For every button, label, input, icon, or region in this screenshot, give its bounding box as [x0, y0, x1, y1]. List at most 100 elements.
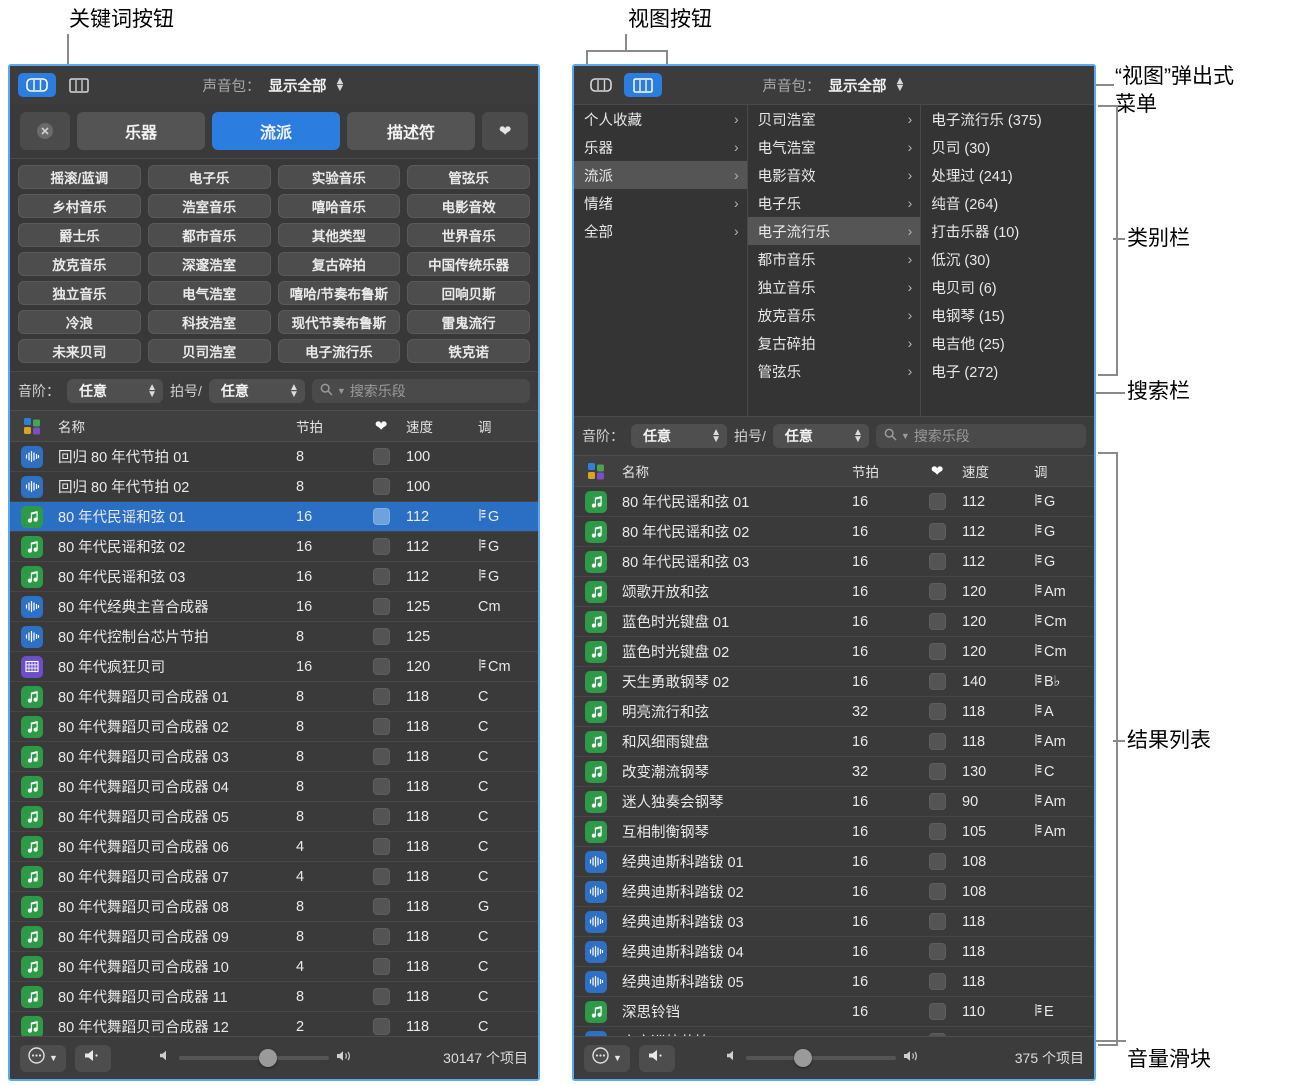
category-column-item[interactable]: 电子乐 ›	[748, 189, 921, 217]
left-view-toggle[interactable]	[18, 73, 98, 97]
left-results-list[interactable]: 回归 80 年代节拍 01 8 100 回归 80 年代节拍 02 8 100 80 年代民…	[10, 442, 538, 1042]
row-favorite-checkbox[interactable]	[356, 808, 406, 825]
keyword-button[interactable]: 世界音乐	[407, 223, 530, 247]
category-column-item[interactable]: 电钢琴 (15)	[921, 301, 1094, 329]
row-favorite-checkbox[interactable]	[912, 493, 962, 510]
row-favorite-checkbox[interactable]	[356, 688, 406, 705]
keyword-button[interactable]: 未来贝司	[18, 339, 141, 363]
category-column-item[interactable]: 电气浩室 ›	[748, 133, 921, 161]
column-header-beats[interactable]: 节拍	[296, 420, 323, 435]
table-row[interactable]: 蓝色时光键盘 02 16 120 Cm	[574, 637, 1094, 667]
table-row[interactable]: 80 年代舞蹈贝司合成器 03 8 118 C	[10, 742, 538, 772]
table-row[interactable]: 80 年代民谣和弦 01 16 112 G	[10, 502, 538, 532]
keyword-button[interactable]: 深邃浩室	[147, 252, 271, 276]
keyword-button[interactable]: 铁克诺	[407, 339, 530, 363]
table-row[interactable]: 80 年代民谣和弦 03 16 112 G	[574, 547, 1094, 577]
keyword-button[interactable]: 科技浩室	[147, 310, 271, 334]
category-column-item[interactable]: 电子流行乐 (375)	[921, 105, 1094, 133]
table-row[interactable]: 迷人独奏会钢琴 16 90 Am	[574, 787, 1094, 817]
category-column-item[interactable]: 打击乐器 (10)	[921, 217, 1094, 245]
category-column-1[interactable]: 个人收藏 › 乐器 › 流派 › 情绪 › 全部 ›	[574, 105, 748, 416]
row-favorite-checkbox[interactable]	[356, 928, 406, 945]
keyword-button[interactable]: 回响贝斯	[407, 281, 530, 305]
time-signature-popup[interactable]: 任意 ▲ ▼	[772, 424, 869, 448]
column-header-beats[interactable]: 节拍	[852, 465, 879, 480]
row-favorite-checkbox[interactable]	[356, 598, 406, 615]
row-favorite-checkbox[interactable]	[356, 568, 406, 585]
category-column-item[interactable]: 独立音乐 ›	[748, 273, 921, 301]
keyword-button[interactable]: 其他类型	[277, 223, 401, 247]
right-view-toggle[interactable]	[582, 73, 662, 97]
row-favorite-checkbox[interactable]	[356, 448, 406, 465]
column-header-favorite[interactable]: ❤	[912, 462, 962, 480]
keyword-button[interactable]: 电子流行乐	[277, 339, 401, 363]
category-column-item[interactable]: 贝司 (30)	[921, 133, 1094, 161]
row-favorite-checkbox[interactable]	[912, 943, 962, 960]
table-row[interactable]: 经典迪斯科踏钹 03 16 118	[574, 907, 1094, 937]
row-favorite-checkbox[interactable]	[912, 973, 962, 990]
category-button-descriptors[interactable]: 描述符	[347, 112, 475, 150]
table-row[interactable]: 明亮流行和弦 32 118 A	[574, 697, 1094, 727]
category-column-item[interactable]: 乐器 ›	[574, 133, 747, 161]
table-row[interactable]: 80 年代舞蹈贝司合成器 11 8 118 C	[10, 982, 538, 1012]
category-column-item[interactable]: 低沉 (30)	[921, 245, 1094, 273]
table-row[interactable]: 80 年代控制台芯片节拍 8 125	[10, 622, 538, 652]
category-column-3[interactable]: 电子流行乐 (375) 贝司 (30) 处理过 (241) 纯音 (264) 打击乐器 …	[921, 105, 1094, 416]
scale-popup[interactable]: 任意 ▲ ▼	[67, 379, 163, 403]
table-row[interactable]: 和风细雨键盘 16 118 Am	[574, 727, 1094, 757]
category-column-item[interactable]: 情绪 ›	[574, 189, 747, 217]
table-row[interactable]: 蓝色时光键盘 01 16 120 Cm	[574, 607, 1094, 637]
category-column-item[interactable]: 电影音效 ›	[748, 161, 921, 189]
column-header-name[interactable]: 名称	[622, 465, 649, 480]
table-row[interactable]: 80 年代民谣和弦 02 16 112 G	[10, 532, 538, 562]
keyword-button[interactable]: 现代节奏布鲁斯	[277, 310, 401, 334]
row-favorite-checkbox[interactable]	[356, 658, 406, 675]
volume-track[interactable]	[745, 1049, 896, 1067]
row-favorite-checkbox[interactable]	[912, 913, 962, 930]
row-favorite-checkbox[interactable]	[912, 853, 962, 870]
keyword-button[interactable]: 都市音乐	[147, 223, 271, 247]
table-row[interactable]: 天生勇敢钢琴 02 16 140 B♭	[574, 667, 1094, 697]
column-header-tempo[interactable]: 速度	[406, 420, 433, 435]
action-menu-button[interactable]: ▼	[20, 1044, 66, 1072]
category-column-item[interactable]: 贝司浩室 ›	[748, 105, 921, 133]
table-row[interactable]: 深思铃铛 16 110 E	[574, 997, 1094, 1027]
keyword-button[interactable]: 电气浩室	[147, 281, 271, 305]
table-row[interactable]: 80 年代舞蹈贝司合成器 09 8 118 C	[10, 922, 538, 952]
row-favorite-checkbox[interactable]	[356, 958, 406, 975]
row-favorite-checkbox[interactable]	[356, 988, 406, 1005]
row-favorite-checkbox[interactable]	[356, 838, 406, 855]
column-header-key[interactable]: 调	[478, 420, 492, 435]
mute-button[interactable]	[638, 1044, 675, 1072]
keyword-button[interactable]: 冷浪	[18, 310, 141, 334]
keyword-button[interactable]: 独立音乐	[18, 281, 141, 305]
table-row[interactable]: 经典迪斯科踏钹 04 16 118	[574, 937, 1094, 967]
category-column-item[interactable]: 都市音乐 ›	[748, 245, 921, 273]
keyword-button[interactable]: 复古碎拍	[277, 252, 401, 276]
row-favorite-checkbox[interactable]	[912, 763, 962, 780]
table-row[interactable]: 80 年代舞蹈贝司合成器 12 2 118 C	[10, 1012, 538, 1042]
column-header-tempo[interactable]: 速度	[962, 465, 989, 480]
volume-knob[interactable]	[259, 1049, 277, 1067]
category-column-item[interactable]: 纯音 (264)	[921, 189, 1094, 217]
row-favorite-checkbox[interactable]	[912, 793, 962, 810]
row-favorite-checkbox[interactable]	[912, 1003, 962, 1020]
table-row[interactable]: 80 年代舞蹈贝司合成器 04 8 118 C	[10, 772, 538, 802]
row-favorite-checkbox[interactable]	[912, 883, 962, 900]
row-favorite-checkbox[interactable]	[356, 718, 406, 735]
keyword-button[interactable]: 摇滚/蓝调	[18, 165, 141, 189]
keyword-button[interactable]: 嘻哈音乐	[277, 194, 401, 218]
row-favorite-checkbox[interactable]	[356, 868, 406, 885]
category-column-item[interactable]: 处理过 (241)	[921, 161, 1094, 189]
row-favorite-checkbox[interactable]	[356, 1018, 406, 1035]
action-menu-button[interactable]: ▼	[584, 1044, 630, 1072]
category-column-item[interactable]: 放克音乐 ›	[748, 301, 921, 329]
table-row[interactable]: 经典迪斯科踏钹 02 16 108	[574, 877, 1094, 907]
keyword-view-icon[interactable]	[582, 73, 620, 97]
column-header-favorite[interactable]: ❤	[356, 417, 406, 435]
category-columns[interactable]: 个人收藏 › 乐器 › 流派 › 情绪 › 全部 › 贝司浩室 › 电气浩室 › 电影音效 › 电子乐 › 电子流行…	[574, 104, 1094, 416]
row-favorite-checkbox[interactable]	[356, 778, 406, 795]
row-favorite-checkbox[interactable]	[356, 538, 406, 555]
keyword-button[interactable]: 爵士乐	[18, 223, 141, 247]
column-view-icon[interactable]	[624, 73, 662, 97]
